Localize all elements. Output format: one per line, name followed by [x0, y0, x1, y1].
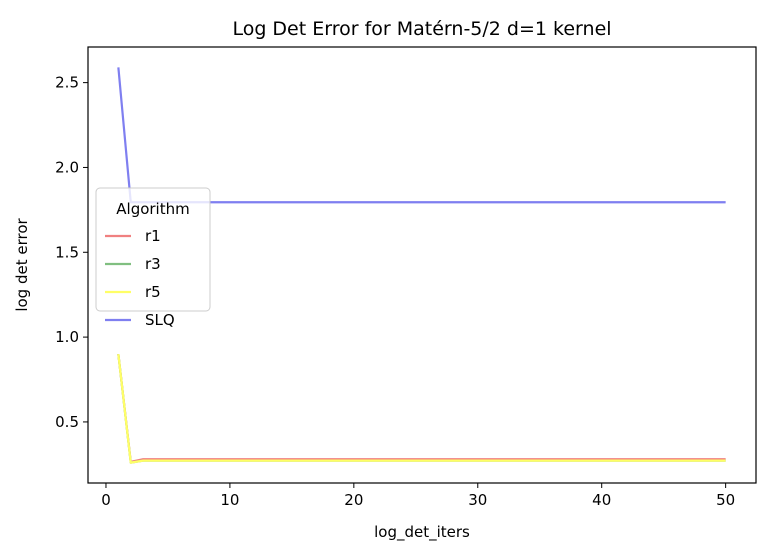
legend-label-r1: r1 — [145, 227, 161, 245]
x-axis-label: log_det_iters — [374, 523, 470, 542]
legend-entries: r1 r3 r5 SLQ — [105, 227, 175, 329]
x-tick-label: 50 — [716, 491, 735, 509]
y-axis-ticks: 0.5 1.0 1.5 2.0 2.5 — [55, 74, 88, 431]
legend-label-slq: SLQ — [145, 311, 175, 329]
legend-label-r5: r5 — [145, 283, 161, 301]
y-tick-label: 0.5 — [55, 413, 79, 431]
y-tick-label: 2.5 — [55, 74, 79, 92]
x-tick-label: 20 — [344, 491, 363, 509]
legend-box — [95, 187, 211, 312]
x-tick-label: 40 — [592, 491, 611, 509]
series-line-r1 — [117, 353, 726, 463]
chart-title: Log Det Error for Matérn-5/2 d=1 kernel — [232, 18, 611, 40]
y-axis-label: log det error — [13, 217, 31, 311]
plot-frame — [87, 46, 757, 484]
x-axis-ticks: 0 10 20 30 40 50 — [101, 483, 735, 509]
y-tick-label: 1.5 — [55, 243, 79, 261]
legend: Algorithm r1 r3 r5 SLQ — [95, 187, 211, 329]
x-tick-label: 30 — [468, 491, 487, 509]
legend-label-r3: r3 — [145, 255, 161, 273]
series-line-slq — [117, 67, 726, 204]
legend-title: Algorithm — [116, 200, 189, 218]
plot-lines — [117, 67, 726, 464]
y-tick-label: 2.0 — [55, 158, 79, 176]
series-line-r5 — [117, 353, 726, 464]
y-tick-label: 1.0 — [55, 328, 79, 346]
x-tick-label: 10 — [220, 491, 239, 509]
x-tick-label: 0 — [101, 491, 111, 509]
